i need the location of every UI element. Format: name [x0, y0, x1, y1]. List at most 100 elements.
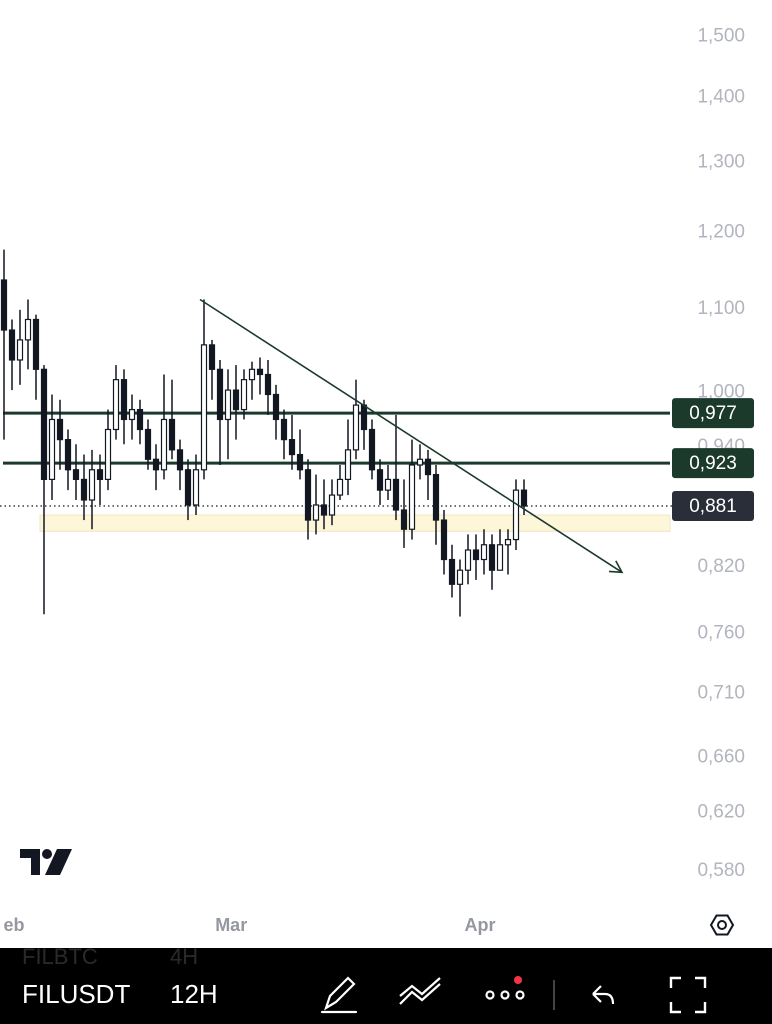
fullscreen-icon[interactable]: [669, 976, 707, 1014]
candle-body: [80, 478, 88, 501]
candle-body: [8, 329, 16, 361]
candle-body: [464, 549, 472, 571]
symbol[interactable]: FILUSDT: [22, 979, 130, 1009]
candle-body: [488, 544, 496, 571]
candle-body: [192, 469, 200, 506]
candle-body: [288, 439, 296, 456]
candle-body: [304, 469, 312, 521]
x-tick-label: Mar: [215, 915, 247, 935]
candle-body: [472, 549, 480, 561]
candle-body: [232, 389, 240, 411]
candle-body: [328, 494, 336, 516]
price-label: 0,881: [689, 496, 737, 517]
candle-body: [72, 469, 80, 481]
candle-body: [32, 318, 40, 370]
trend-line: [199, 298, 623, 574]
candle-body: [176, 449, 184, 471]
candle-body: [336, 478, 344, 496]
chart: 1,5001,4001,3001,2001,1001,0000,9400,820…: [0, 26, 754, 936]
candle-body: [512, 489, 520, 541]
candle-body: [520, 489, 528, 507]
candle-body: [368, 428, 376, 471]
price-label: 0,977: [689, 403, 737, 424]
candle-body: [160, 418, 168, 471]
candle-body: [40, 368, 48, 481]
candle-body: [112, 379, 120, 431]
candle-body: [312, 504, 320, 521]
candle-body: [0, 279, 8, 331]
prev-symbol: FILBTC: [22, 948, 98, 969]
y-tick-label: 1,200: [697, 222, 745, 243]
candle-body: [264, 373, 272, 396]
y-tick-label: 1,300: [697, 151, 745, 172]
prev-interval: 4H: [170, 948, 198, 969]
toolbar: FILBTC 4H FILUSDT 12H: [0, 948, 772, 1024]
draw-icon[interactable]: [320, 976, 358, 1014]
candle-body: [408, 464, 416, 530]
x-tick-label: eb: [3, 915, 24, 935]
candle-body: [216, 368, 224, 421]
y-tick-label: 1,400: [697, 86, 745, 107]
tradingview-logo: [20, 849, 72, 875]
candle-body: [400, 509, 408, 530]
candle-body: [200, 344, 208, 471]
candle-body: [376, 469, 384, 491]
candle-body: [88, 469, 96, 501]
candle-body: [296, 453, 304, 471]
y-tick-label: 1,000: [697, 382, 745, 403]
y-tick-label: 0,660: [697, 747, 745, 768]
indicators-icon[interactable]: [399, 977, 441, 1005]
candle-body: [96, 469, 104, 481]
candle-body: [152, 458, 160, 471]
candle-body: [240, 379, 248, 411]
candle-body: [392, 478, 400, 511]
candle-body: [432, 473, 440, 521]
candle-body: [384, 478, 392, 491]
candle-body: [256, 368, 264, 376]
candle-body: [136, 408, 144, 431]
settings-icon[interactable]: [709, 914, 735, 936]
candle-body: [120, 379, 128, 421]
y-tick-label: 0,820: [697, 556, 745, 577]
candle-body: [128, 408, 136, 421]
price-label-box: [672, 490, 754, 521]
y-tick-label: 1,100: [697, 298, 745, 319]
candle-body: [56, 418, 64, 441]
y-tick-label: 0,580: [697, 860, 745, 881]
candle-body: [320, 504, 328, 516]
candle-body: [424, 458, 432, 476]
candle-body: [352, 404, 360, 451]
y-tick-label: 0,620: [697, 801, 745, 822]
candle-body: [104, 428, 112, 481]
price-label: 0,923: [689, 453, 737, 474]
more-icon[interactable]: [485, 990, 525, 1000]
trend-arrowhead: [608, 560, 624, 574]
candle-body: [248, 368, 256, 381]
candle-body: [416, 458, 424, 466]
candle-body: [272, 393, 280, 421]
undo-icon[interactable]: [592, 985, 615, 1005]
notification-dot: [514, 976, 522, 984]
candle-body: [144, 428, 152, 460]
candle-body: [208, 344, 216, 370]
candle-body: [448, 558, 456, 585]
candle-body: [280, 418, 288, 441]
interval[interactable]: 12H: [170, 979, 218, 1009]
candle-body: [24, 318, 32, 341]
candle-body: [64, 439, 72, 471]
candle-body: [480, 544, 488, 561]
y-tick-label: 0,760: [697, 623, 745, 644]
y-tick-label: 1,500: [697, 26, 745, 47]
candle-body: [224, 389, 232, 421]
candle-body: [440, 519, 448, 561]
candle-body: [344, 449, 352, 481]
zone: [39, 514, 671, 532]
candle-body: [360, 404, 368, 431]
candle-body: [16, 339, 24, 361]
candle-body: [496, 544, 504, 571]
candle-body: [184, 469, 192, 506]
candle-body: [504, 538, 512, 546]
price-label-box: [672, 398, 754, 429]
candle-body: [48, 418, 56, 481]
